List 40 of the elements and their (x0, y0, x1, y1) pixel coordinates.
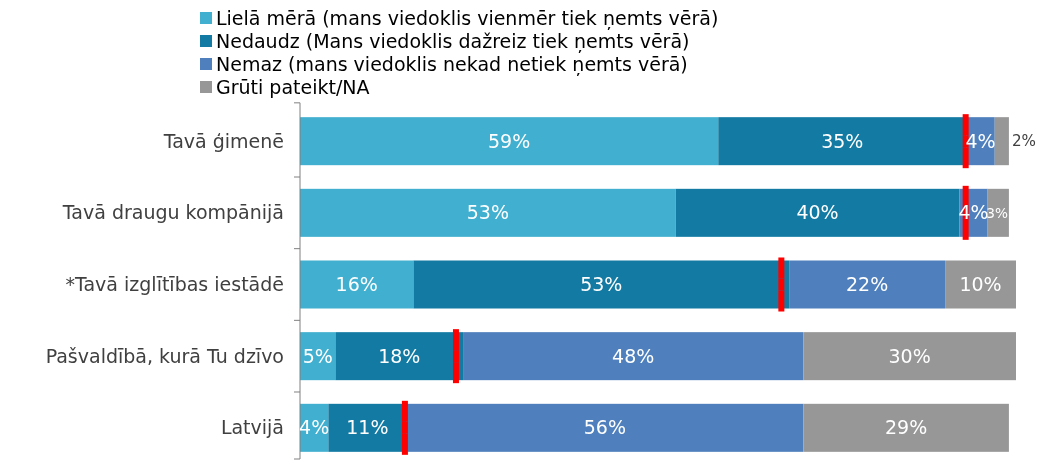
bar (300, 260, 414, 309)
bar (300, 188, 676, 237)
data-label: 10% (959, 273, 1002, 296)
data-label: 16% (335, 273, 378, 296)
data-label: 35% (821, 129, 864, 152)
data-label: 22% (846, 273, 889, 296)
legend-label: Lielā mērā (mans viedoklis vienmēr tiek ņemts vērā) (216, 6, 719, 30)
data-label: 29% (885, 416, 928, 439)
data-label: 48% (612, 344, 655, 367)
y-tick-label: Pašvaldībā, kurā Tu dzīvo (45, 344, 284, 367)
data-label: 4% (299, 416, 330, 439)
bar (675, 188, 960, 237)
bar (803, 332, 1016, 381)
bar (463, 332, 804, 381)
data-label: 40% (796, 201, 839, 224)
data-label: 56% (583, 416, 626, 439)
data-label: 3% (986, 204, 1008, 221)
bar (413, 260, 790, 309)
bar (789, 260, 946, 309)
bar (945, 260, 1016, 309)
y-tick-label: Latvijā (220, 416, 284, 439)
data-label: 53% (466, 201, 509, 224)
data-label: 2% (1011, 132, 1037, 151)
y-tick-label: Tavā draugu kompānijā (61, 201, 284, 224)
legend-label: Nemaz (mans viedoklis nekad netiek ņemts vērā) (216, 52, 688, 76)
bar (803, 403, 1009, 452)
data-label: 59% (488, 129, 531, 152)
legend-label: Nedaudz (Mans viedoklis dažreiz tiek ņemts vērā) (216, 29, 690, 53)
y-tick-label: Tavā ģimenē (162, 129, 284, 152)
legend-label: Grūti pateikt/NA (216, 75, 370, 98)
bar (406, 403, 804, 452)
data-label: 5% (302, 344, 333, 367)
bar (300, 117, 719, 166)
bar (994, 117, 1009, 166)
data-label: 30% (888, 344, 931, 367)
data-label: 18% (378, 344, 421, 367)
bar (335, 332, 464, 381)
data-label: 53% (580, 273, 623, 296)
data-label: 11% (346, 416, 389, 439)
y-tick-label: *Tavā izglītības iestādē (65, 273, 284, 296)
